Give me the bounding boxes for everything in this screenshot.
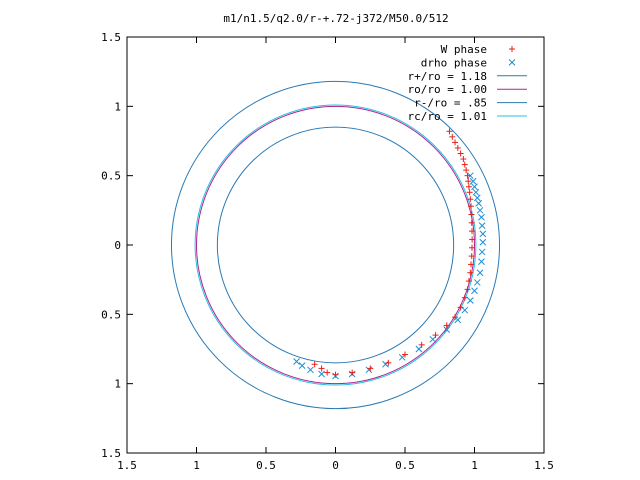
w-phase-point bbox=[467, 196, 474, 203]
drho-phase-point bbox=[365, 366, 373, 374]
y-tick-label: 0.5 bbox=[101, 308, 121, 321]
y-tick-label: 1.5 bbox=[101, 31, 121, 44]
drho-phase-point bbox=[454, 316, 462, 324]
w-phase-point bbox=[452, 139, 459, 146]
w-phase-point bbox=[467, 269, 474, 276]
drho-phase-point bbox=[293, 358, 300, 365]
drho-phase-point bbox=[382, 360, 389, 368]
w-phase-point bbox=[464, 286, 471, 293]
w-phase-point bbox=[457, 150, 464, 157]
drho-phase-point bbox=[471, 287, 478, 295]
drho-phase-point bbox=[398, 353, 406, 361]
y-tick-label: 0.5 bbox=[101, 170, 121, 183]
w-phase-point bbox=[468, 211, 475, 218]
w-phase-point bbox=[461, 294, 468, 301]
drho-phase-point bbox=[476, 269, 484, 277]
radius-circle bbox=[170, 80, 501, 410]
w-phase-point bbox=[468, 244, 475, 251]
w-phase-point bbox=[468, 261, 475, 268]
x-tick-label: 1 bbox=[193, 459, 200, 472]
w-phase-point bbox=[324, 369, 331, 376]
drho-phase-point bbox=[475, 200, 483, 207]
w-phase-point bbox=[449, 133, 456, 140]
w-phase-point bbox=[461, 161, 468, 168]
radius-circle bbox=[216, 126, 455, 364]
y-tick-label: 1 bbox=[114, 100, 121, 113]
drho-phase-point bbox=[479, 230, 487, 238]
drho-phase-point bbox=[478, 213, 485, 221]
w-phase-point bbox=[332, 371, 339, 378]
legend-label: W phase bbox=[441, 43, 487, 56]
drho-phase-point bbox=[473, 194, 481, 202]
w-phase-point bbox=[465, 183, 472, 190]
w-phase-point bbox=[318, 365, 325, 372]
w-phase-point bbox=[468, 203, 475, 210]
w-phase-point bbox=[446, 128, 453, 135]
y-tick-label: 1 bbox=[114, 378, 121, 391]
legend-label: ro/ro = 1.00 bbox=[408, 83, 487, 96]
w-phase-point bbox=[463, 167, 470, 174]
w-phase-point bbox=[469, 236, 476, 243]
drho-phase-point bbox=[469, 177, 477, 185]
legend-marker bbox=[509, 46, 515, 52]
drho-phase-point bbox=[476, 206, 484, 214]
w-phase-point bbox=[460, 156, 467, 163]
drho-phase-point bbox=[318, 370, 325, 378]
radius-circles bbox=[170, 80, 501, 410]
x-tick-label: 0.5 bbox=[256, 459, 276, 472]
drho-phase-point bbox=[307, 366, 314, 374]
x-tick-label: 1 bbox=[471, 459, 478, 472]
drho-phase-point bbox=[472, 188, 480, 196]
w-phase-point bbox=[452, 314, 459, 321]
w-phase-point bbox=[468, 253, 475, 260]
w-phase-point bbox=[443, 322, 450, 329]
w-phase-point bbox=[418, 341, 425, 348]
w-phase-point bbox=[465, 278, 472, 285]
y-tick-label: 0 bbox=[114, 239, 121, 252]
w-phase-point bbox=[466, 189, 473, 196]
radius-circle bbox=[194, 104, 477, 386]
legend-label: rc/ro = 1.01 bbox=[408, 110, 487, 123]
drho-phase-point bbox=[478, 248, 486, 256]
axis-ticks: 1.5 1 0.5 0 0.5 1 1.51.510.500.511.5 bbox=[101, 31, 554, 472]
legend-label: r+/ro = 1.18 bbox=[408, 70, 487, 83]
legend-label: drho phase bbox=[421, 56, 487, 69]
drho-phase-point bbox=[478, 258, 485, 265]
drho-phase-point bbox=[466, 297, 474, 304]
w-phase-point bbox=[468, 219, 475, 226]
radius-circle bbox=[196, 105, 475, 385]
w-phase-point bbox=[367, 365, 374, 372]
drho-phase-point bbox=[298, 362, 306, 369]
w-phase-point bbox=[457, 304, 464, 311]
w-phase-point bbox=[468, 228, 475, 235]
w-phase-point bbox=[385, 359, 392, 366]
x-tick-label: 0 bbox=[332, 459, 339, 472]
x-tick-label: 1.5 bbox=[117, 459, 137, 472]
drho-phase-point bbox=[429, 335, 437, 343]
w-phase-point bbox=[454, 144, 461, 151]
drho-phase-point bbox=[473, 279, 481, 286]
drho-phase-point bbox=[479, 238, 487, 246]
y-tick-label: 1.5 bbox=[101, 447, 121, 460]
phase-series bbox=[293, 128, 487, 380]
x-tick-label: 1.5 bbox=[534, 459, 554, 472]
legend-marker bbox=[508, 59, 516, 66]
w-phase-point bbox=[402, 351, 408, 358]
chart-title: m1/n1.5/q2.0/r-+.72-j372/M50.0/512 bbox=[223, 12, 448, 25]
w-phase-point bbox=[432, 332, 439, 339]
drho-phase-point bbox=[461, 306, 469, 314]
drho-phase-point bbox=[415, 345, 423, 353]
legend-label: r-/ro = .85 bbox=[414, 97, 487, 110]
w-phase-point bbox=[464, 172, 471, 179]
w-phase-point bbox=[349, 369, 356, 376]
w-phase-point bbox=[465, 178, 472, 185]
x-tick-label: 0.5 bbox=[395, 459, 415, 472]
drho-phase-point bbox=[443, 326, 451, 333]
drho-phase-point bbox=[471, 183, 478, 191]
w-phase-point bbox=[311, 361, 318, 368]
drho-phase-point bbox=[478, 222, 486, 229]
